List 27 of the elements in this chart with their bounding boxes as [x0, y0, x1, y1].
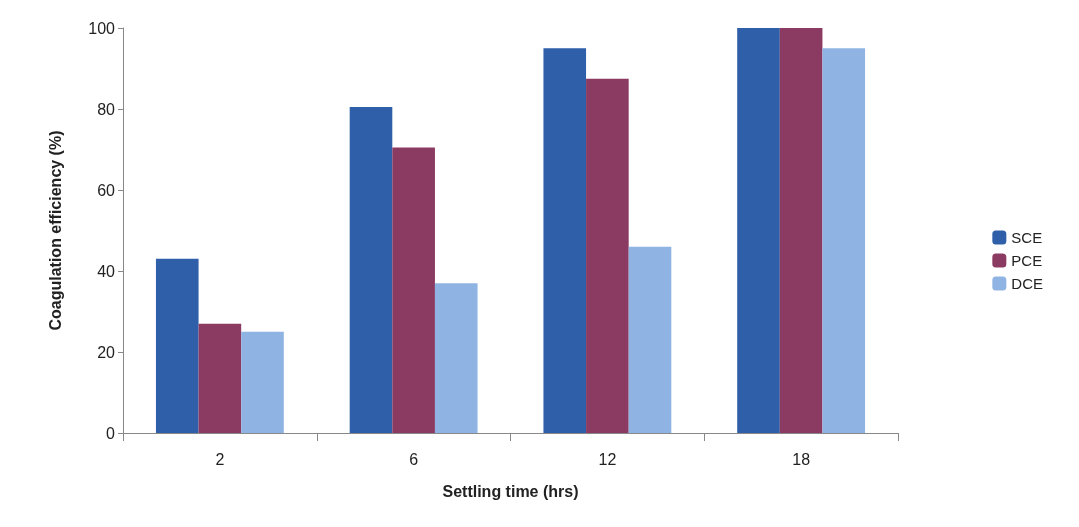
legend-label: SCE: [1011, 229, 1043, 246]
bar: [155, 258, 199, 433]
y-tick-label: 100: [88, 19, 116, 37]
x-tick-label: 18: [792, 450, 811, 468]
y-tick-label: 60: [97, 181, 116, 199]
x-tick-label: 6: [409, 450, 419, 468]
y-axis-title: Coagulation efficiency (%): [46, 130, 64, 331]
bar: [349, 106, 393, 433]
legend-label: DCE: [1011, 275, 1043, 292]
bar: [586, 78, 629, 433]
legend-label: PCE: [1011, 252, 1043, 269]
x-tick-label: 2: [215, 450, 225, 468]
bar: [241, 331, 284, 433]
x-axis-title: Settling time (hrs): [442, 482, 579, 500]
y-tick-label: 80: [97, 100, 116, 118]
y-tick-label: 0: [106, 424, 116, 442]
bar: [737, 28, 780, 433]
bar: [822, 48, 866, 433]
bar: [628, 246, 672, 433]
bar: [434, 283, 478, 433]
bar: [779, 28, 823, 433]
bar: [392, 147, 435, 433]
y-tick-label: 40: [97, 262, 116, 280]
y-tick-label: 20: [97, 343, 116, 361]
x-tick-label: 12: [598, 450, 617, 468]
bar: [198, 323, 242, 433]
bar: [543, 48, 587, 433]
